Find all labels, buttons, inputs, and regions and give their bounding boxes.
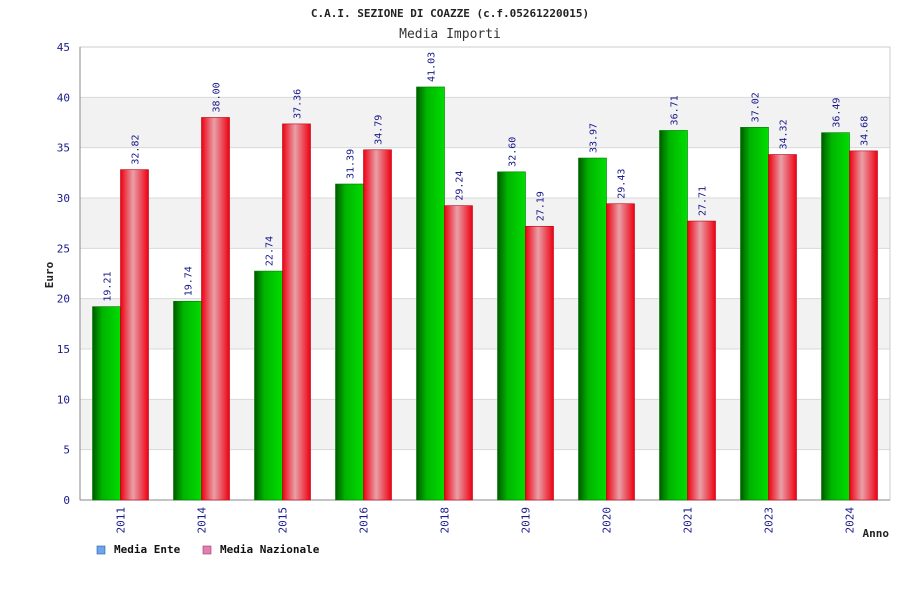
bar-media-ente-2020 — [578, 157, 607, 501]
bar-media-nazionale-2023 — [768, 154, 797, 501]
x-tick-label: 2018 — [439, 507, 452, 534]
data-label: 36.71 — [670, 95, 681, 125]
data-label: 27.71 — [698, 186, 709, 216]
x-tick-label: 2011 — [115, 507, 128, 534]
bar-media-ente-2015 — [254, 270, 283, 501]
bar-media-ente-2014 — [173, 300, 202, 501]
bar-media-ente-2016 — [335, 183, 364, 501]
data-label: 32.60 — [508, 137, 519, 167]
data-label: 19.74 — [184, 266, 195, 296]
y-tick-label: 45 — [57, 41, 70, 54]
bar-media-nazionale-2020 — [606, 203, 635, 501]
legend-label-media-nazionale: Media Nazionale — [220, 543, 320, 556]
x-tick-label: 2021 — [682, 507, 695, 534]
bar-media-nazionale-2018 — [444, 205, 473, 501]
data-label: 29.24 — [455, 171, 466, 201]
chart-subtitle: Media Importi — [399, 27, 501, 42]
legend-swatch-media-nazionale — [202, 545, 212, 555]
data-label: 19.21 — [103, 272, 114, 302]
bar-media-ente-2023 — [740, 127, 769, 501]
y-tick-label: 30 — [57, 192, 70, 205]
legend-label-media-ente: Media Ente — [114, 543, 181, 556]
bar-media-ente-2011 — [92, 306, 121, 501]
data-label: 22.74 — [265, 236, 276, 266]
bars-group — [92, 86, 878, 501]
data-labels-group: 19.21 32.82 19.74 38.00 22.74 37.36 31.39 34.79… — [103, 52, 871, 302]
data-label: 38.00 — [212, 82, 223, 112]
data-label: 37.02 — [751, 92, 762, 122]
bar-media-nazionale-2021 — [687, 220, 716, 501]
y-tick-label: 10 — [57, 393, 70, 406]
data-label: 34.32 — [779, 119, 790, 149]
data-label: 29.43 — [617, 169, 628, 199]
data-label: 33.97 — [589, 123, 600, 153]
x-tick-label: 2020 — [601, 507, 614, 534]
y-tick-label: 20 — [57, 293, 70, 306]
x-tick-label: 2016 — [358, 507, 371, 534]
x-axis-label: Anno — [863, 527, 890, 540]
x-tick-label: 2015 — [277, 507, 290, 534]
x-tick-label: 2023 — [763, 507, 776, 534]
bar-media-ente-2021 — [659, 130, 688, 501]
y-axis-label: Euro — [43, 261, 56, 288]
data-label: 31.39 — [346, 149, 357, 179]
chart-title: C.A.I. SEZIONE DI COAZZE (c.f.0526122001… — [311, 7, 589, 20]
grid-band — [80, 47, 890, 98]
legend: Media Ente Media Nazionale — [96, 543, 320, 556]
bar-media-nazionale-2024 — [849, 150, 878, 501]
y-tick-label: 25 — [57, 242, 70, 255]
bar-media-nazionale-2015 — [282, 123, 311, 501]
data-label: 41.03 — [427, 52, 438, 82]
bar-media-nazionale-2016 — [363, 149, 392, 501]
bar-media-nazionale-2019 — [525, 225, 554, 501]
x-tick-label: 2019 — [520, 507, 533, 534]
x-axis-ticks: 2011 2014 2015 2016 2018 2019 2020 2021 2023 2024 — [115, 507, 857, 534]
legend-swatch-media-ente — [96, 545, 106, 555]
y-tick-label: 15 — [57, 343, 70, 356]
y-tick-label: 40 — [57, 91, 70, 104]
bar-media-nazionale-2014 — [201, 117, 230, 501]
bar-media-nazionale-2011 — [120, 169, 149, 501]
y-tick-label: 0 — [63, 494, 70, 507]
y-tick-label: 5 — [63, 444, 70, 457]
data-label: 34.79 — [374, 115, 385, 145]
x-tick-label: 2014 — [196, 507, 209, 534]
data-label: 34.68 — [860, 116, 871, 146]
data-label: 27.19 — [536, 191, 547, 221]
bar-media-ente-2024 — [821, 132, 850, 501]
data-label: 36.49 — [832, 98, 843, 128]
data-label: 37.36 — [293, 89, 304, 119]
data-label: 32.82 — [131, 135, 142, 165]
bar-media-ente-2018 — [416, 86, 445, 501]
y-tick-label: 35 — [57, 142, 70, 155]
bar-media-ente-2019 — [497, 171, 526, 501]
y-axis-ticks: 0 5 10 15 20 25 30 35 40 45 — [57, 41, 70, 507]
x-tick-label: 2024 — [844, 507, 857, 534]
